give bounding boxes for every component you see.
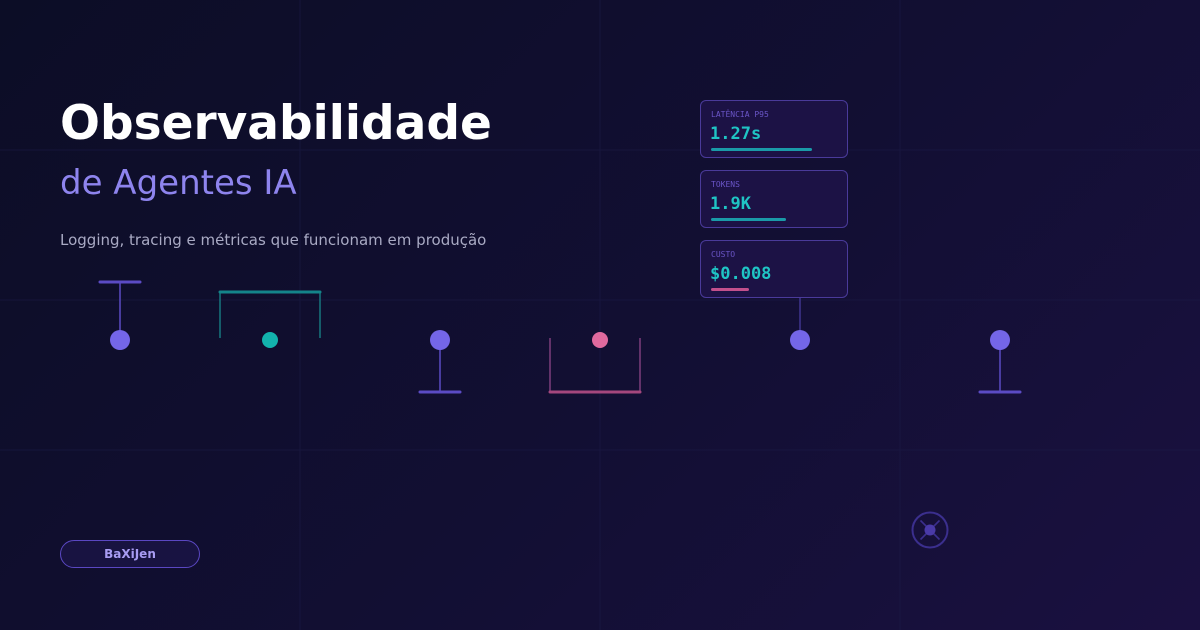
timeline-node-2 — [262, 332, 278, 348]
timeline-node-6 — [990, 330, 1010, 350]
metric-value: 1.27s — [710, 124, 762, 144]
metric-label: LATÊNCIA P95 — [711, 110, 769, 119]
crosshair-circle-icon — [911, 511, 949, 549]
page-subtitle: de Agentes IA — [60, 163, 297, 203]
span-marker-6 — [978, 342, 1022, 394]
metric-card-latency: LATÊNCIA P95 1.27s — [700, 100, 848, 158]
timeline-node-1 — [110, 330, 130, 350]
metric-value: 1.9K — [710, 194, 751, 214]
brand-badge[interactable]: BaXiJen — [60, 540, 200, 568]
metric-bar — [711, 218, 786, 221]
metric-card-cost: CUSTO $0.008 — [700, 240, 848, 298]
page-title: Observabilidade — [60, 96, 492, 151]
metric-label: TOKENS — [711, 180, 740, 189]
metric-bar — [711, 288, 749, 291]
timeline-node-3 — [430, 330, 450, 350]
timeline-node-4 — [592, 332, 608, 348]
metric-card-tokens: TOKENS 1.9K — [700, 170, 848, 228]
span-bracket-pink — [548, 338, 642, 394]
span-marker-3 — [418, 342, 462, 394]
metric-value: $0.008 — [710, 264, 772, 284]
metric-label: CUSTO — [711, 250, 736, 259]
span-bracket-teal — [218, 290, 322, 338]
timeline-node-5 — [790, 330, 810, 350]
metric-bar — [711, 148, 812, 151]
brand-name: BaXiJen — [104, 547, 156, 561]
tagline: Logging, tracing e métricas que funciona… — [60, 231, 487, 249]
